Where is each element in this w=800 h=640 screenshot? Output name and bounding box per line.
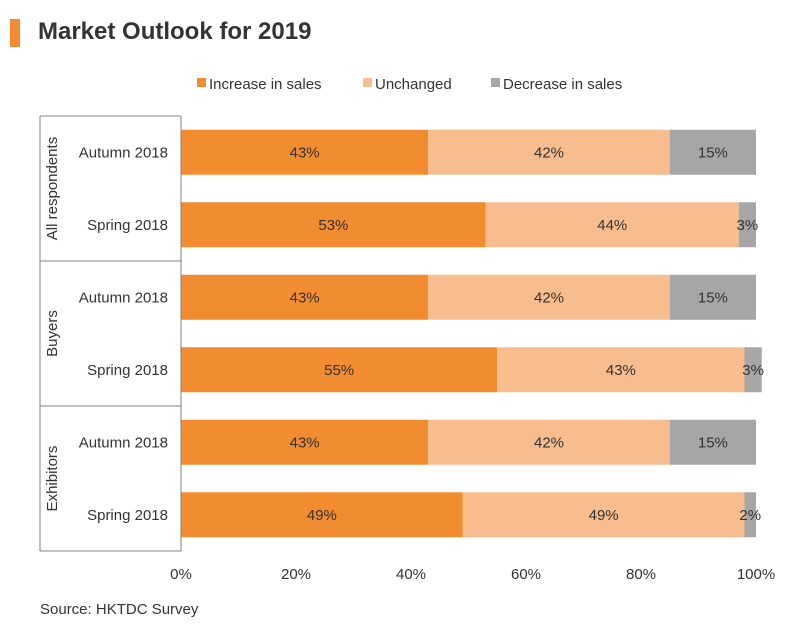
bar-segment [181, 274, 429, 320]
group-label: All respondents [44, 137, 61, 240]
x-tick-label: 20% [281, 566, 311, 583]
bar-segment [485, 202, 739, 248]
stacked-bar-chart: Increase in sales Unchanged Decrease in sa… [39, 76, 775, 583]
legend-swatch [491, 78, 500, 87]
data-label: 15% [698, 144, 728, 161]
data-label: 42% [534, 144, 564, 161]
data-label: 43% [290, 144, 320, 161]
bar-segment [181, 419, 429, 465]
x-tick-label: 100% [737, 566, 775, 583]
bar-segment [744, 347, 762, 393]
title-accent-bar [10, 19, 20, 47]
bar-segment [744, 492, 756, 538]
category-label: Spring 2018 [87, 217, 168, 234]
bar-segment [669, 129, 756, 175]
category-label: Autumn 2018 [79, 289, 168, 306]
legend-label: Increase in sales [209, 76, 322, 93]
x-tick-label: 60% [511, 566, 541, 583]
bar-segment [669, 274, 756, 320]
data-label: 55% [324, 362, 354, 379]
data-label: 43% [290, 434, 320, 451]
data-label: 15% [698, 434, 728, 451]
bar-segment [497, 347, 745, 393]
data-label: 53% [318, 217, 348, 234]
bar-segment [428, 419, 670, 465]
data-label: 15% [698, 289, 728, 306]
legend-swatch [363, 78, 372, 87]
legend-label: Unchanged [375, 76, 452, 93]
source-note: Source: HKTDC Survey [40, 601, 199, 618]
group-label: Exhibitors [44, 446, 61, 512]
legend-swatch [197, 78, 206, 87]
data-label: 49% [589, 507, 619, 524]
x-tick-label: 0% [170, 566, 192, 583]
bar-segment [669, 419, 756, 465]
legend-label: Decrease in sales [503, 76, 622, 93]
data-label: 3% [742, 362, 764, 379]
bar-segment [738, 202, 756, 248]
category-label: Autumn 2018 [79, 434, 168, 451]
chart-title: Market Outlook for 2019 [38, 18, 312, 45]
data-label: 43% [606, 362, 636, 379]
data-label: 3% [737, 217, 759, 234]
data-label: 43% [290, 289, 320, 306]
bar-segment [181, 129, 429, 175]
bar-segment [428, 129, 670, 175]
group-label: Buyers [44, 310, 61, 357]
data-label: 42% [534, 434, 564, 451]
category-label: Spring 2018 [87, 362, 168, 379]
data-label: 44% [597, 217, 627, 234]
category-label: Spring 2018 [87, 507, 168, 524]
bar-segment [181, 347, 498, 393]
data-label: 49% [307, 507, 337, 524]
x-tick-label: 80% [626, 566, 656, 583]
data-label: 42% [534, 289, 564, 306]
bar-segment [462, 492, 745, 538]
bar-segment [428, 274, 670, 320]
category-label: Autumn 2018 [79, 144, 168, 161]
data-label: 2% [739, 507, 761, 524]
x-tick-label: 40% [396, 566, 426, 583]
bar-segment [181, 202, 486, 248]
bar-segment [181, 492, 463, 538]
